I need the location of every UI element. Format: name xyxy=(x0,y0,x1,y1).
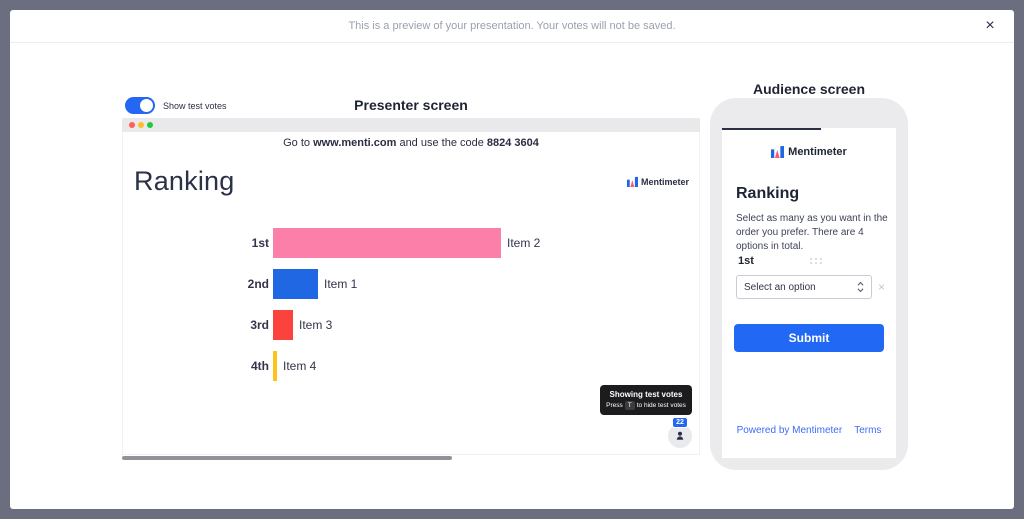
mentimeter-logo-text: Mentimeter xyxy=(788,145,847,158)
phone-screen: Mentimeter Ranking Select as many as you… xyxy=(722,128,896,458)
show-test-votes-label: Show test votes xyxy=(163,100,227,111)
rank-label: 2nd xyxy=(247,277,269,291)
audience-screen-title: Audience screen xyxy=(752,81,866,97)
participants-circle xyxy=(668,424,692,448)
chevron-up-down-icon xyxy=(857,281,864,293)
close-icon[interactable]: × xyxy=(978,14,1002,38)
slide-title: Ranking xyxy=(134,166,235,196)
show-test-votes-toggle[interactable] xyxy=(125,97,155,114)
rank-row: 1st xyxy=(738,255,888,267)
participants-button[interactable]: 22 xyxy=(666,417,694,448)
mentimeter-logo-icon xyxy=(771,146,785,158)
tooltip-title: Showing test votes xyxy=(609,390,683,399)
person-icon xyxy=(676,431,684,440)
rank-position-label: 1st xyxy=(738,255,754,267)
ranking-chart: 1st Item 2 2nd Item 1 3rd Item 3 4th Ite… xyxy=(123,228,699,392)
traffic-light-yellow-icon xyxy=(138,122,144,128)
chart-row: 2nd Item 1 xyxy=(123,269,699,299)
tooltip-suffix: to hide test votes xyxy=(636,402,686,409)
drag-handle-icon[interactable] xyxy=(809,258,823,264)
mentimeter-logo: Mentimeter xyxy=(722,145,896,158)
chart-row: 1st Item 2 xyxy=(123,228,699,258)
audience-footer: Powered by Mentimeter Terms xyxy=(722,425,896,436)
ranking-bar xyxy=(273,310,293,340)
chart-row: 3rd Item 3 xyxy=(123,310,699,340)
join-code: 8824 3604 xyxy=(486,137,539,149)
rank-label: 1st xyxy=(251,236,269,250)
join-url: www.menti.com xyxy=(313,137,397,149)
test-votes-tooltip: Showing test votes Press T to hide test … xyxy=(600,385,692,415)
slide-progress-bar xyxy=(722,128,822,130)
show-test-votes-toggle-row: Show test votes xyxy=(125,97,227,114)
terms-link[interactable]: Terms xyxy=(854,425,882,436)
join-prefix: Go to xyxy=(283,137,314,149)
item-label: Item 2 xyxy=(507,236,541,250)
item-label: Item 4 xyxy=(283,359,317,373)
mentimeter-logo-icon xyxy=(626,176,638,187)
toggle-knob xyxy=(140,99,153,112)
traffic-light-green-icon xyxy=(147,122,153,128)
dropdown-selected-value: Select an option xyxy=(744,281,816,293)
phone-mockup: Mentimeter Ranking Select as many as you… xyxy=(710,98,908,470)
tooltip-subtitle: Press T to hide test votes xyxy=(606,401,686,410)
preview-modal: This is a preview of your presentation. … xyxy=(10,10,1014,509)
join-instruction: Go to www.menti.com and use the code 882… xyxy=(123,137,699,149)
chart-row: 4th Item 4 xyxy=(123,351,699,381)
ranking-bar xyxy=(273,228,501,258)
ranking-bar xyxy=(273,269,318,299)
audience-question-description: Select as many as you want in the order … xyxy=(736,213,888,252)
presenter-screen-title: Presenter screen xyxy=(354,97,468,113)
ranking-bar xyxy=(273,351,277,381)
rank-label: 4th xyxy=(251,359,269,373)
join-middle: and use the code xyxy=(396,137,487,149)
audience-question-title: Ranking xyxy=(736,185,800,202)
item-label: Item 1 xyxy=(324,277,358,291)
preview-bar: This is a preview of your presentation. … xyxy=(10,10,1014,43)
traffic-light-red-icon xyxy=(129,122,135,128)
mentimeter-logo-text: Mentimeter xyxy=(640,176,689,187)
mentimeter-logo: Mentimeter xyxy=(626,176,689,187)
preview-message: This is a preview of your presentation. … xyxy=(348,20,676,32)
rank-label: 3rd xyxy=(250,318,269,332)
clear-selection-icon[interactable]: × xyxy=(878,280,886,294)
horizontal-scrollbar-thumb[interactable] xyxy=(122,456,452,460)
browser-chrome-bar xyxy=(122,118,700,132)
participants-count-badge: 22 xyxy=(672,417,688,428)
item-label: Item 3 xyxy=(299,318,333,332)
keycap-t: T xyxy=(624,401,635,410)
submit-button[interactable]: Submit xyxy=(734,324,884,352)
option-select-dropdown[interactable]: Select an option xyxy=(736,275,872,299)
tooltip-press: Press xyxy=(606,402,623,409)
powered-by-mentimeter-link[interactable]: Powered by Mentimeter xyxy=(736,425,843,436)
